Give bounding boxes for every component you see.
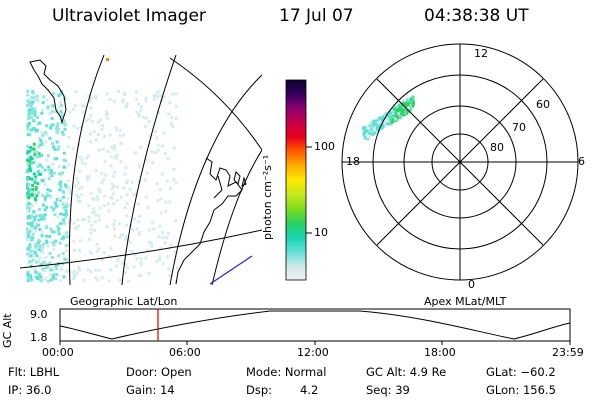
info-gain: Gain: 14: [126, 383, 175, 397]
geographic-map: [19, 55, 262, 285]
header-date: 17 Jul 07: [279, 6, 354, 26]
orbit-track: [209, 255, 253, 285]
info-dsp-value: 4.2: [300, 383, 319, 397]
altitude-plot: [59, 308, 571, 345]
polar-plot: [341, 43, 579, 281]
info-seq: Seq: 39: [366, 383, 410, 397]
colorbar: [285, 79, 312, 281]
geographic-panel-label: Geographic Lat/Lon: [70, 295, 178, 308]
polar-mlt-12: 12: [474, 47, 488, 60]
map-dot: [106, 58, 109, 61]
altitude-ytick-min: 1.8: [30, 331, 48, 344]
polar-lat-80: 80: [490, 141, 504, 154]
polar-lat-70: 70: [512, 121, 526, 134]
polar-aurora-emission: [362, 95, 415, 141]
coastline-left: [29, 59, 67, 124]
info-glon: GLon: 156.5: [486, 383, 556, 397]
colorbar-tick-100: 100: [314, 140, 335, 153]
graticule: [19, 55, 262, 285]
geographic-aurora-emission: [26, 90, 179, 283]
altitude-xtick-0: 00:00: [42, 346, 74, 359]
app-title: Ultraviolet Imager: [52, 6, 206, 26]
info-filter: Flt: LBHL: [8, 365, 60, 379]
info-door: Door: Open: [126, 365, 192, 379]
info-ip: IP: 36.0: [8, 383, 52, 397]
info-mode: Mode: Normal: [246, 365, 327, 379]
apex-panel-label: Apex MLat/MLT: [424, 295, 507, 308]
colorbar-tick-10: 10: [314, 226, 328, 239]
polar-mlt-6: 6: [578, 155, 585, 168]
polar-lat-60: 60: [536, 98, 550, 111]
altitude-xtick-4: 23:59: [552, 346, 584, 359]
polar-mlt-0: 0: [468, 278, 475, 291]
colorbar-unit-label: photon cm⁻²s⁻¹: [261, 154, 274, 240]
coastline-right: [175, 157, 243, 285]
info-dsp-label: Dsp:: [246, 383, 273, 397]
altitude-ylabel: GC Alt: [1, 313, 14, 348]
polar-mlt-18: 18: [346, 155, 360, 168]
altitude-xtick-1: 06:00: [169, 346, 201, 359]
altitude-curve: [59, 310, 571, 340]
info-gc-alt: GC Alt: 4.9 Re: [366, 365, 447, 379]
altitude-xtick-2: 12:00: [297, 346, 329, 359]
altitude-ytick-max: 9.0: [30, 308, 48, 321]
info-glat: GLat: −60.2: [486, 365, 556, 379]
header-time: 04:38:38 UT: [424, 6, 529, 26]
altitude-xtick-3: 18:00: [424, 346, 456, 359]
